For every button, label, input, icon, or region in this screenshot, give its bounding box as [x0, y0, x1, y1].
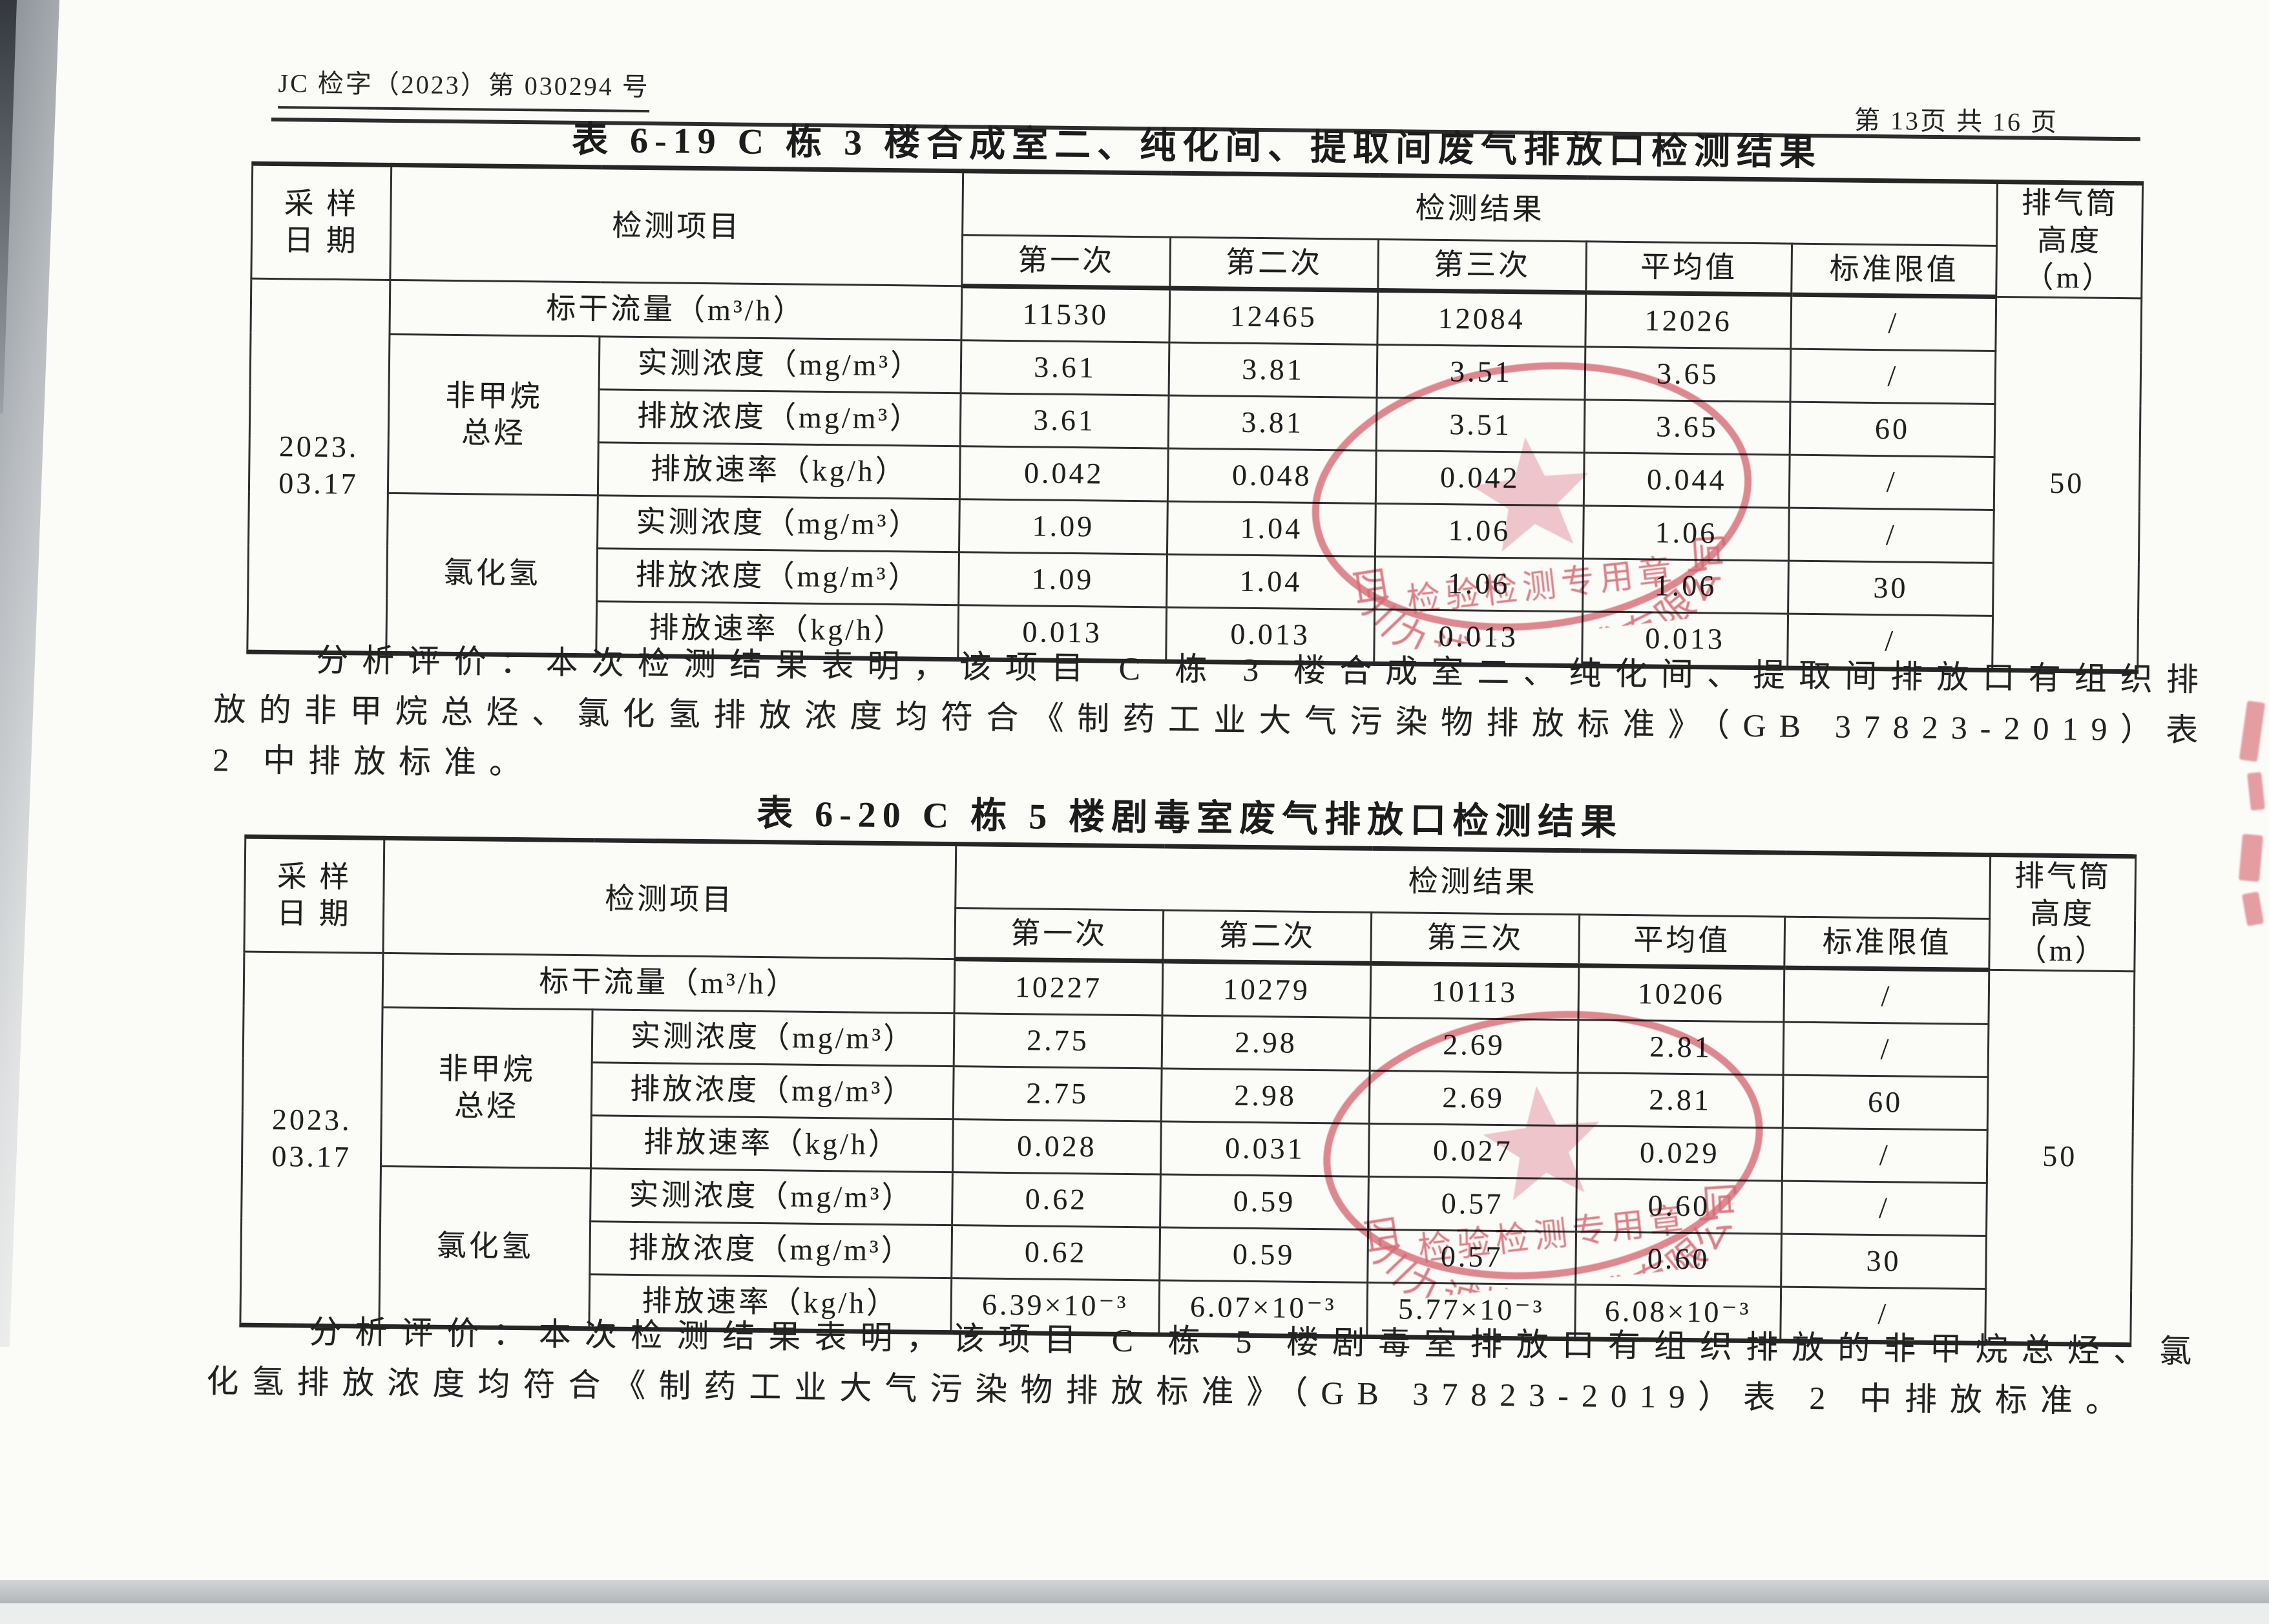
row-label: 标干流量（m³/h） — [390, 280, 962, 340]
value-cell: / — [1784, 968, 1989, 1024]
seal-star-icon — [1478, 1079, 1607, 1203]
value-cell: 10279 — [1162, 961, 1371, 1017]
value-cell: / — [1790, 349, 1996, 404]
header-limit: 标准限值 — [1784, 917, 1990, 970]
analysis-paragraph-1: 分析评价：本次检测结果表明，该项目 C 栋 3 楼合成室二、纯化间、提取间排放口… — [213, 634, 2211, 806]
value-cell: 1.09 — [959, 552, 1167, 607]
header-run-1: 第一次 — [962, 234, 1171, 287]
header-stack-height: 排气筒 高度 （m） — [1989, 855, 2136, 971]
page-number: 第 13页 共 16 页 — [1854, 99, 2059, 139]
stack-height-value: 50 — [1992, 297, 2142, 671]
row-label: 实测浓度（mg/m³） — [592, 1009, 954, 1066]
header-sample-date: 采 样 日 期 — [244, 837, 384, 953]
stack-height-value: 50 — [1985, 970, 2135, 1344]
row-label: 排放速率（kg/h） — [598, 442, 960, 499]
header-item: 检测项目 — [390, 165, 963, 286]
value-cell: 0.042 — [959, 446, 1168, 501]
value-cell: 1.09 — [959, 499, 1167, 554]
value-cell: 60 — [1790, 402, 1995, 457]
row-label: 排放浓度（mg/m³） — [597, 548, 959, 605]
value-cell: 12084 — [1377, 290, 1586, 346]
value-cell: / — [1783, 1022, 1989, 1077]
value-cell: 30 — [1781, 1234, 1987, 1289]
header-average: 平均值 — [1586, 242, 1792, 295]
value-cell: 12465 — [1169, 288, 1378, 344]
value-cell: / — [1782, 1181, 1987, 1236]
seal-star-icon — [1467, 431, 1596, 554]
value-cell: 10227 — [954, 959, 1163, 1015]
row-label: 排放浓度（mg/m³） — [598, 389, 961, 446]
value-cell: / — [1788, 508, 1994, 563]
red-ink-fragment — [2239, 834, 2263, 882]
pollutant-group: 氯化氢 — [379, 1166, 591, 1328]
sample-date: 2023. 03.17 — [240, 952, 383, 1326]
value-cell: 11530 — [961, 286, 1170, 342]
header-run-2: 第二次 — [1170, 237, 1379, 290]
value-cell: 30 — [1788, 561, 1994, 616]
header-item: 检测项目 — [383, 838, 956, 959]
analysis-paragraph-2: 分析评价：本次检测结果表明，该项目 C 栋 5 楼剧毒室排放口有组织排放的非甲烷… — [206, 1306, 2204, 1427]
row-label: 标干流量（m³/h） — [382, 953, 955, 1013]
company-seal-stamp: 四川九诚检测技术有限公司 检验检测专用章 — [1303, 982, 1784, 1308]
red-ink-fragment — [2247, 772, 2265, 811]
header-result: 检测结果 — [956, 844, 1991, 919]
row-label: 实测浓度（mg/m³） — [599, 336, 961, 393]
table-6-20: 采 样 日 期 检测项目 检测结果 排气筒 高度 （m） 第一次 第二次 第三次… — [239, 835, 2137, 1347]
pollutant-group: 非甲烷 总烃 — [388, 334, 600, 495]
value-cell: 3.61 — [961, 340, 1169, 395]
value-cell: / — [1782, 1128, 1987, 1183]
header-result: 检测结果 — [963, 171, 1998, 245]
value-cell: / — [1791, 295, 1996, 351]
row-label: 排放浓度（mg/m³） — [590, 1221, 952, 1278]
value-cell: 3.61 — [960, 393, 1169, 448]
doc-number: JC 检字（2023）第 030294 号 — [278, 62, 650, 112]
header-average: 平均值 — [1579, 915, 1785, 968]
value-cell: 2.75 — [953, 1066, 1162, 1121]
table-6-19: 采 样 日 期 检测项目 检测结果 排气筒 高度 （m） 第一次 第二次 第三次… — [246, 161, 2144, 674]
value-cell: 2.75 — [954, 1013, 1162, 1068]
value-cell: / — [1789, 455, 1994, 510]
pollutant-group: 非甲烷 总烃 — [381, 1007, 592, 1168]
header-run-3: 第三次 — [1378, 239, 1587, 292]
header-run-3: 第三次 — [1371, 912, 1580, 965]
value-cell: 0.62 — [952, 1172, 1161, 1227]
row-label: 排放浓度（mg/m³） — [591, 1062, 954, 1119]
header-run-2: 第二次 — [1163, 910, 1372, 963]
value-cell: 0.62 — [952, 1225, 1160, 1280]
scan-edge-bottom — [0, 1580, 2269, 1603]
header-sample-date: 采 样 日 期 — [251, 163, 392, 280]
value-cell: 0.028 — [952, 1119, 1161, 1174]
pollutant-group: 氯化氢 — [386, 493, 598, 655]
header-stack-height: 排气筒 高度 （m） — [1996, 182, 2143, 298]
header-limit: 标准限值 — [1792, 244, 1997, 297]
sample-date: 2023. 03.17 — [247, 278, 390, 653]
header-run-1: 第一次 — [955, 908, 1164, 961]
row-label: 排放速率（kg/h） — [591, 1115, 953, 1172]
row-label: 实测浓度（mg/m³） — [598, 495, 960, 552]
row-label: 实测浓度（mg/m³） — [591, 1168, 953, 1225]
company-seal-stamp: 四川九诚检测技术有限公司 检验检测专用章 — [1291, 333, 1772, 660]
value-cell: 60 — [1783, 1075, 1988, 1130]
